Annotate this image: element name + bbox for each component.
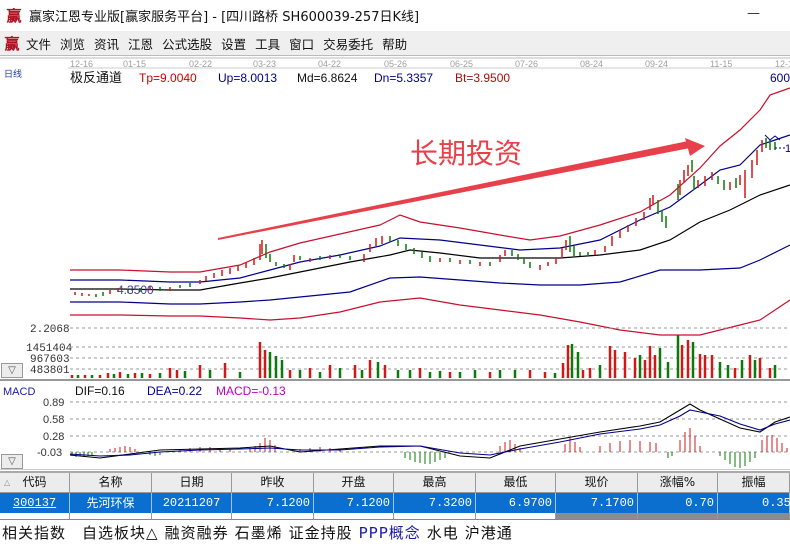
macd-dif: DIF=0.16 — [75, 384, 125, 398]
cell-date: 20211207 — [152, 493, 232, 513]
column-prev-close[interactable]: 昨收 — [232, 473, 314, 493]
window-title: 赢家江恩专业版[赢家服务平台] - [四川路桥 SH600039-257日K线] — [29, 9, 420, 25]
column-name[interactable]: 名称 — [70, 473, 152, 493]
macd-dea: DEA=0.22 — [147, 384, 202, 398]
menu-formula-screener[interactable]: 公式选股 — [162, 36, 213, 52]
cell-high: 7.3200 — [394, 493, 476, 513]
date-tick: 03-23 — [253, 59, 276, 69]
right-price-label: 600 — [770, 71, 790, 85]
column-low[interactable]: 最低 — [476, 473, 556, 493]
title-bar: 赢 赢家江恩专业版[赢家服务平台] - [四川路桥 SH600039-257日K… — [0, 0, 790, 30]
cell-change-pct: 0.70 — [638, 493, 718, 513]
bottom-tab-bar: 相关指数 自选板块△ 融资融券 石墨烯 证金持股 PPP概念 水电 沪港通 — [0, 519, 790, 544]
cell-name: 先河环保 — [70, 493, 152, 513]
column-date[interactable]: 日期 — [152, 473, 232, 493]
channel-lines — [70, 87, 790, 336]
macd-value: MACD=-0.13 — [216, 384, 286, 398]
macd-tick: 0.58 — [43, 414, 64, 426]
column-change-pct[interactable]: 涨幅% — [638, 473, 718, 493]
tab-shanghai-hk-connect[interactable]: 沪港通 — [464, 523, 513, 542]
menu-tools[interactable]: 工具 — [255, 36, 281, 52]
trend-arrow — [218, 138, 705, 240]
date-tick: 01-15 — [123, 59, 146, 69]
date-tick: 05-26 — [384, 59, 407, 69]
cell-prev-close: 7.1200 — [232, 493, 314, 513]
menu-browse[interactable]: 浏览 — [60, 36, 86, 52]
date-tick: 02-22 — [189, 59, 212, 69]
column-high[interactable]: 最高 — [394, 473, 476, 493]
kline-chart-area[interactable]: 12-16 01-15 02-22 03-23 04-22 05-26 06-2… — [0, 57, 790, 471]
menu-gann[interactable]: 江恩 — [128, 36, 154, 52]
period-label: 日线 — [4, 68, 22, 79]
sort-icon: △ — [4, 478, 11, 487]
table-header: △ 代码 名称 日期 昨收 开盘 最高 最低 现价 涨幅% 振幅 — [0, 473, 790, 493]
candlesticks — [74, 138, 776, 297]
indicator-md: Md=6.8624 — [297, 71, 358, 85]
indicator-dn: Dn=5.3357 — [374, 71, 433, 85]
tab-csf-holdings[interactable]: 证金持股 — [288, 523, 353, 542]
indicator-up: Up=8.0013 — [218, 71, 277, 85]
macd-tick: 0.28 — [43, 431, 64, 443]
column-amplitude[interactable]: 振幅 — [718, 473, 790, 493]
menu-window[interactable]: 窗口 — [289, 36, 315, 52]
date-tick: 12-16 — [70, 59, 93, 69]
indicator-tp: Tp=9.0040 — [139, 71, 197, 85]
menu-file[interactable]: 文件 — [26, 36, 52, 52]
indicator-name: 极反通道 — [70, 70, 122, 85]
tab-graphene[interactable]: 石墨烯 — [234, 523, 283, 542]
date-tick: 11-15 — [710, 59, 732, 69]
menu-news[interactable]: 资讯 — [94, 36, 120, 52]
menu-logo-icon[interactable]: 赢 — [4, 34, 20, 53]
cell-price: 7.1700 — [556, 493, 638, 513]
right-price-marker: 1 — [785, 143, 790, 155]
date-tick: 06-25 — [450, 59, 473, 69]
minimize-button[interactable]: — — [747, 6, 760, 21]
macd-label: MACD — [3, 386, 35, 398]
volume-bars — [70, 335, 777, 378]
date-tick: 07-26 — [515, 59, 538, 69]
date-tick: 04-22 — [318, 59, 341, 69]
menu-settings[interactable]: 设置 — [221, 36, 247, 52]
macd-tick: -0.03 — [37, 447, 62, 459]
tab-custom-sector[interactable]: 自选板块△ — [82, 523, 159, 542]
date-tick: 08-24 — [580, 59, 603, 69]
cell-code[interactable]: 300137 — [0, 493, 70, 513]
menu-bar: 赢 文件 浏览 资讯 江恩 公式选股 设置 工具 窗口 交易委托 帮助 — [0, 31, 790, 56]
macd-collapse-toggle[interactable]: ▽ — [1, 454, 23, 469]
table-row[interactable]: 300137 先河环保 20211207 7.1200 7.1200 7.320… — [0, 493, 790, 513]
low-price-label: 4.3500 — [117, 283, 154, 297]
tab-hydropower[interactable]: 水电 — [426, 523, 459, 542]
annotation-text: 长期投资 — [410, 138, 522, 169]
column-open[interactable]: 开盘 — [314, 473, 394, 493]
date-axis: 12-16 01-15 02-22 03-23 04-22 05-26 06-2… — [70, 59, 790, 69]
cell-low: 6.9700 — [476, 493, 556, 513]
column-code[interactable]: △ 代码 — [0, 473, 70, 493]
macd-axis: 0.89 0.58 0.28 -0.03 — [37, 397, 64, 459]
tab-margin-trading[interactable]: 融资融券 — [164, 523, 229, 542]
app-logo-icon: 赢 — [6, 6, 22, 25]
stock-table: △ 代码 名称 日期 昨收 开盘 最高 最低 现价 涨幅% 振幅 300137 先… — [0, 471, 790, 521]
date-tick: 09-24 — [645, 59, 668, 69]
column-price[interactable]: 现价 — [556, 473, 638, 493]
indicator-bt: Bt=3.9500 — [455, 71, 510, 85]
volume-axis: 1451404 967603 483801 — [26, 343, 73, 377]
date-tick: 12-1 — [775, 59, 790, 69]
macd-tick: 0.89 — [43, 397, 64, 409]
volume-tick: 483801 — [30, 365, 70, 377]
menu-help[interactable]: 帮助 — [382, 36, 408, 52]
tab-related-index[interactable]: 相关指数 — [2, 523, 67, 542]
volume-tick: 1451404 — [26, 343, 73, 355]
price-axis-min: 2.2068 — [30, 324, 70, 336]
cell-amplitude: 0.35 — [718, 493, 790, 513]
volume-tick: 967603 — [30, 354, 70, 366]
menu-trade[interactable]: 交易委托 — [323, 36, 374, 52]
cell-open: 7.1200 — [314, 493, 394, 513]
volume-collapse-toggle[interactable]: ▽ — [1, 363, 23, 378]
tab-ppp-concept[interactable]: PPP概念 — [358, 523, 421, 542]
